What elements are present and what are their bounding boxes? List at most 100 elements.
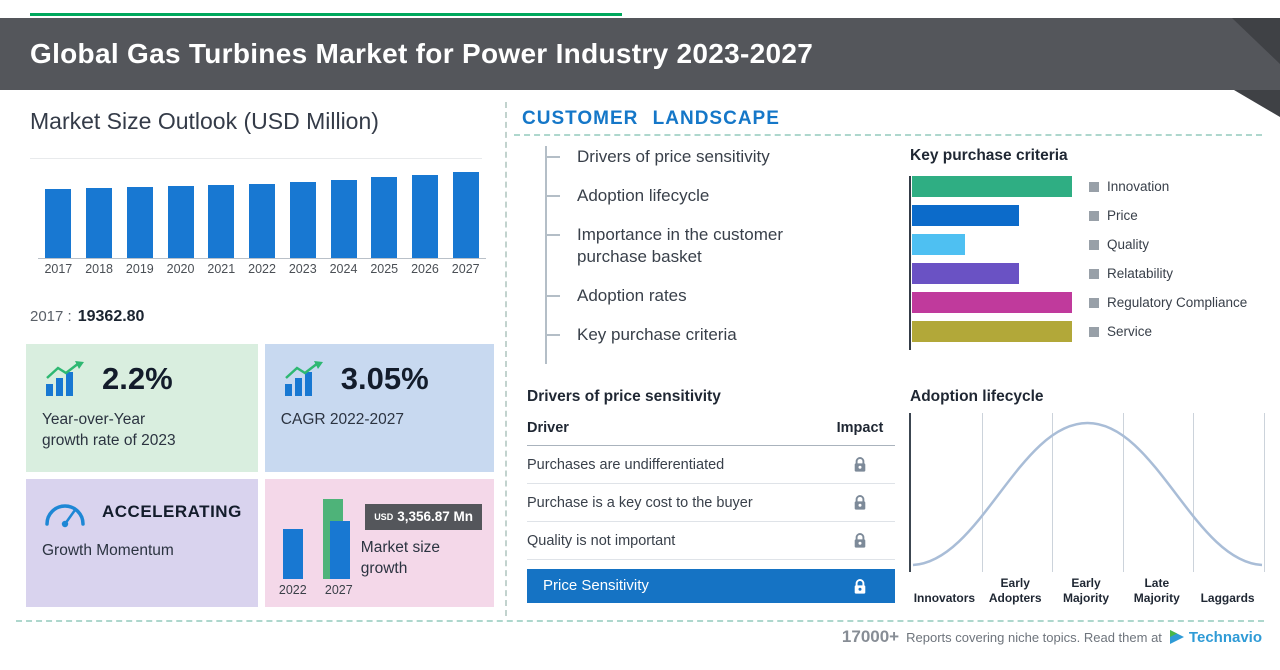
market-size-bar-group [160,186,201,258]
header-ribbon-decoration-icon [1234,90,1280,117]
year-label: 2018 [85,262,113,276]
landscape-item: Adoption lifecycle [547,185,827,207]
kpc-legend-item: Regulatory Compliance [1089,288,1247,317]
driver-column-header: Driver [527,420,569,436]
brand-name: Technavio [1188,628,1262,646]
usd-prefix: USD [374,512,394,522]
kpc-bar [912,263,1019,284]
adoption-segment-label: Laggards [1200,591,1255,605]
yoy-growth-card: 2.2% Year-over-Year growth rate of 2023 [26,344,258,472]
mini-year-start: 2022 [278,583,307,597]
impact-column-header: Impact [836,420,884,436]
yoy-value: 2.2% [102,361,173,396]
footer: 17000+ Reports covering niche topics. Re… [842,627,1262,647]
base-year-label: 2017 : [30,308,72,325]
adoption-labels: Innovators Early Adopters Early Majority La… [909,574,1263,606]
driver-row: Quality is not important [527,522,895,560]
dashed-underline [514,134,1262,136]
market-size-bar [371,177,398,258]
market-size-bar-group [364,177,405,258]
technavio-logo[interactable]: Technavio [1169,629,1262,646]
year-label: 2026 [411,262,439,276]
momentum-label: Growth Momentum [42,542,174,559]
year-label: 2021 [207,262,236,276]
lock-icon [854,495,866,510]
lock-icon [854,533,866,548]
price-sensitivity-row: Price Sensitivity [527,569,895,603]
lock-icon [854,578,866,594]
market-size-bar-group [201,185,242,258]
landscape-item: Importance in the customer purchase bask… [547,224,827,268]
adoption-heading: Adoption lifecycle [910,388,1044,405]
price-sensitivity-label: Price Sensitivity [543,577,649,595]
kpc-legend: Innovation Price Quality Relatability Regula… [1089,172,1247,346]
market-size-bar-group [405,175,446,258]
growth-mini-chart: 2022 2027 [277,491,397,597]
year-label: 2025 [370,262,399,276]
lock-icon [854,457,866,472]
mini-bar-2022 [282,529,303,579]
market-size-bar-group [79,188,120,258]
growth-label-line1: Market size [360,539,441,556]
cagr-value: 3.05% [340,361,429,396]
legend-label: Relatability [1107,266,1174,281]
year-label: 2019 [125,262,154,276]
yoy-label-line2: growth rate of 2023 [42,431,176,449]
legend-label: Service [1107,324,1153,339]
footer-text: Reports covering niche topics. Read them… [906,629,1162,645]
market-size-bar [167,186,194,258]
base-year-callout: 2017 : 19362.80 [30,308,144,326]
legend-label: Regulatory Compliance [1107,295,1248,310]
market-size-bar [208,185,235,258]
adoption-lifecycle-chart [909,413,1265,572]
kpc-bar [912,176,1072,197]
yoy-label-line1: Year-over-Year [42,411,146,428]
kpc-legend-item: Service [1089,317,1247,346]
segment-divider [981,413,983,572]
year-label: 2022 [248,262,276,276]
legend-swatch-icon [1089,297,1099,308]
price-sensitivity-impact [825,577,895,595]
page-title: Global Gas Turbines Market for Power Ind… [30,38,814,69]
heading-rule [30,158,482,159]
market-size-bar-group [323,180,364,258]
market-size-bar [330,180,357,258]
year-label: 2024 [329,262,358,276]
year-label: 2027 [451,262,480,276]
drivers-table-header: Driver Impact [527,420,895,446]
kpc-bar [912,292,1072,313]
kpc-legend-item: Quality [1089,230,1247,259]
bar-chart-up-arrow-icon [46,361,84,396]
year-label: 2017 [44,262,73,276]
landscape-item: Key purchase criteria [547,324,827,346]
cagr-card: 3.05% CAGR 2022-2027 [264,344,494,472]
speedometer-icon [45,504,85,528]
drivers-heading: Drivers of price sensitivity [527,388,721,405]
legend-swatch-icon [1089,268,1099,279]
kpc-bar [912,321,1072,342]
growth-label-line2: growth [360,559,408,577]
stat-cards: 2.2% Year-over-Year growth rate of 2023 … [26,344,494,607]
market-size-bar [289,182,316,258]
driver-label: Purchase is a key cost to the buyer [527,494,753,511]
driver-impact [825,494,895,511]
market-size-bar [45,189,72,258]
driver-impact [825,532,895,549]
legend-label: Quality [1107,237,1150,252]
cagr-label: CAGR 2022-2027 [280,411,405,428]
legend-swatch-icon [1089,239,1099,250]
driver-row: Purchases are undifferentiated [527,446,895,484]
market-size-bars [38,168,486,259]
market-size-bar [86,188,113,258]
segment-divider [1052,413,1054,572]
year-label: 2023 [288,262,317,276]
segment-divider [1193,413,1195,572]
bell-curve [912,421,1263,567]
year-label: 2020 [166,262,195,276]
drivers-rows: Purchases are undifferentiated Purchase i… [527,446,895,560]
technavio-triangle-icon [1169,630,1184,644]
legend-label: Price [1107,208,1138,223]
market-size-bar-group [119,187,160,258]
momentum-value: ACCELERATING [102,502,242,521]
column-divider [505,102,507,616]
